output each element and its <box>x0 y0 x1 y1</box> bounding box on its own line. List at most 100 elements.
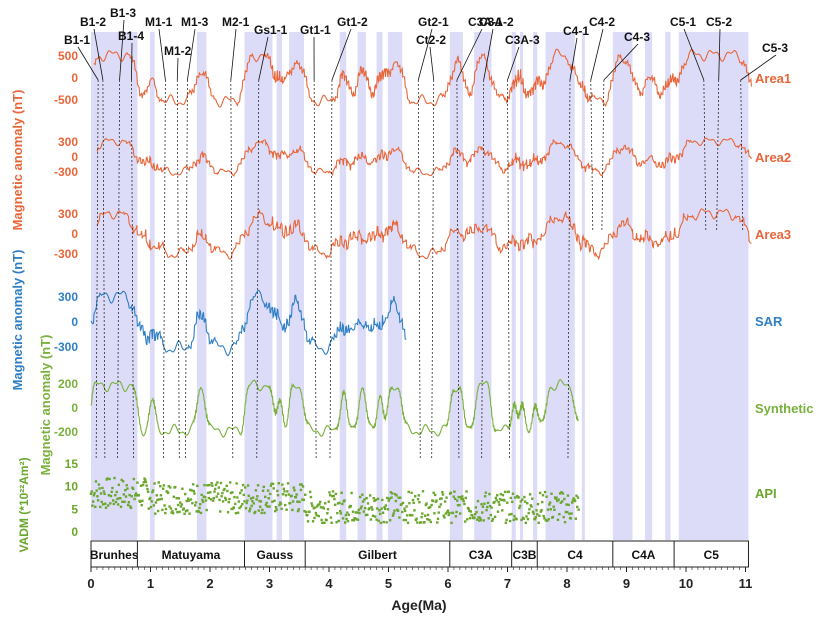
api-point <box>567 503 570 507</box>
api-point <box>469 510 473 513</box>
api-point <box>109 502 112 505</box>
api-point <box>251 499 254 503</box>
api-point <box>323 521 326 525</box>
api-point <box>255 498 258 501</box>
api-point <box>295 493 298 496</box>
api-point <box>247 494 250 498</box>
api-point <box>162 484 166 487</box>
api-point <box>503 499 506 502</box>
api-point <box>392 512 395 515</box>
api-point <box>332 494 335 498</box>
api-point <box>533 518 537 521</box>
api-point <box>456 499 459 502</box>
api-point <box>134 492 138 495</box>
api-point <box>93 492 96 495</box>
api-point <box>297 508 300 511</box>
normal-band-6 <box>339 32 347 540</box>
api-point <box>391 514 395 517</box>
api-point <box>479 518 483 522</box>
api-point <box>336 502 340 505</box>
api-point <box>536 513 539 516</box>
api-point <box>441 493 445 496</box>
api-point <box>198 506 201 510</box>
api-point <box>455 510 458 514</box>
api-point <box>556 518 560 522</box>
api-point <box>284 503 287 507</box>
ytick-area3: -300 <box>54 247 78 261</box>
annotation-leader <box>417 28 433 81</box>
api-point <box>416 498 420 501</box>
api-point <box>576 505 579 509</box>
api-point <box>396 509 400 512</box>
annotation-label: M1-1 <box>145 15 173 29</box>
annotation-leader <box>176 57 179 81</box>
api-point <box>350 491 353 495</box>
correlation-line <box>590 79 594 231</box>
api-point <box>263 511 266 515</box>
api-point <box>421 512 424 515</box>
api-point <box>454 515 458 518</box>
api-point <box>154 501 158 504</box>
api-point <box>547 518 550 521</box>
api-point <box>116 497 119 501</box>
api-point <box>508 519 512 523</box>
api-point <box>388 519 392 522</box>
api-point <box>359 507 363 510</box>
api-point <box>278 503 281 507</box>
x-tick-label: 9 <box>623 576 630 591</box>
api-point <box>150 500 153 503</box>
api-point <box>338 509 342 513</box>
ytick-sar: 0 <box>71 315 78 329</box>
ytick-synthetic: 0 <box>71 401 78 415</box>
api-point <box>149 505 153 509</box>
api-point <box>401 510 404 514</box>
api-point <box>144 478 147 482</box>
api-point <box>200 493 203 497</box>
api-point <box>100 500 103 504</box>
api-point <box>186 509 189 512</box>
api-point <box>114 493 117 497</box>
api-point <box>299 488 303 492</box>
api-point <box>346 511 349 514</box>
curve-area2 <box>96 137 752 177</box>
api-point <box>121 500 124 503</box>
api-point <box>386 496 389 500</box>
api-point <box>214 483 218 487</box>
api-point <box>351 518 354 522</box>
api-point <box>322 507 325 510</box>
api-point <box>431 499 435 503</box>
api-point <box>179 505 183 508</box>
chron-label: C4A <box>631 548 655 562</box>
api-point <box>488 504 492 508</box>
api-point <box>481 505 485 508</box>
api-point <box>355 518 358 521</box>
chron-label: C3A <box>469 548 493 562</box>
api-point <box>183 512 186 516</box>
api-point <box>481 511 484 514</box>
api-point <box>343 521 347 524</box>
api-point <box>126 503 130 507</box>
api-point <box>389 491 393 494</box>
correlation-line <box>117 79 120 461</box>
api-point <box>119 497 122 500</box>
api-point <box>262 485 265 489</box>
api-point <box>174 508 178 511</box>
api-point <box>509 496 513 500</box>
api-point <box>286 490 289 493</box>
api-point <box>270 482 273 485</box>
api-point <box>128 493 131 497</box>
api-point <box>414 518 418 522</box>
api-point <box>478 519 481 522</box>
api-point <box>240 489 243 492</box>
correlation-line <box>431 79 435 461</box>
api-point <box>473 512 477 516</box>
api-point <box>236 496 239 499</box>
api-point <box>456 504 460 507</box>
api-point <box>106 504 110 507</box>
api-point <box>328 491 331 494</box>
api-point <box>429 520 433 524</box>
correlation-line <box>131 79 134 461</box>
api-point <box>383 505 386 509</box>
api-point <box>358 495 362 499</box>
api-point <box>256 495 259 498</box>
